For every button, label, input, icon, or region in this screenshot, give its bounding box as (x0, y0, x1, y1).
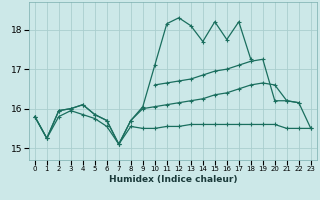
X-axis label: Humidex (Indice chaleur): Humidex (Indice chaleur) (108, 175, 237, 184)
